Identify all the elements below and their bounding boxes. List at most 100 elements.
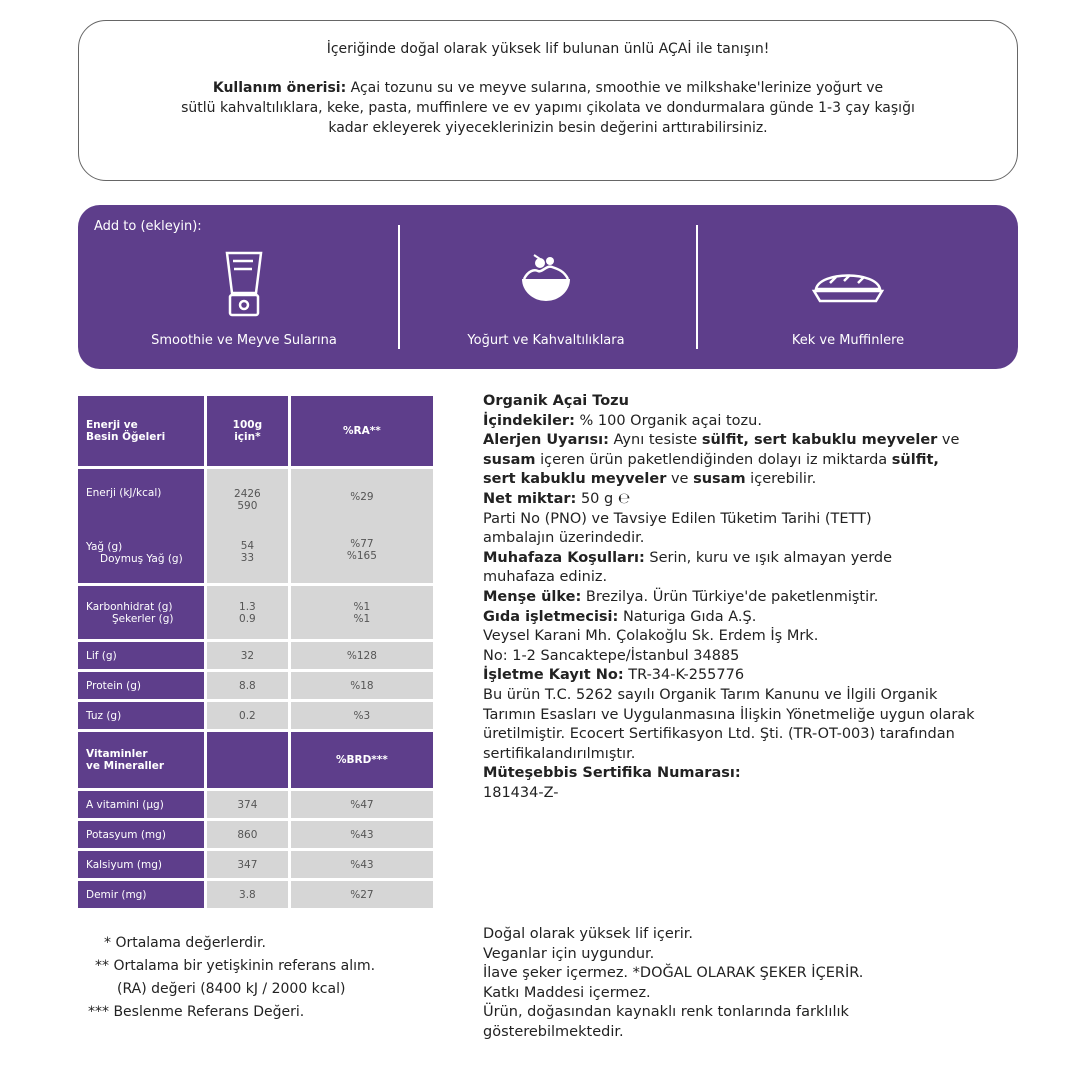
row-ra: %47 <box>290 791 433 818</box>
divider <box>398 225 400 349</box>
info-label: sülfit, sert kabuklu meyveler <box>701 432 938 449</box>
info-label: susam <box>483 451 536 468</box>
add-to-band: Add to (ekleyin): Smoothie ve Meyve Sula… <box>78 205 1018 369</box>
product-claims: Doğal olarak yüksek lif içerir. Veganlar … <box>483 925 863 1043</box>
header-brd: %BRD*** <box>290 732 433 788</box>
row-ra: %43 <box>290 821 433 848</box>
table-row: Karbonhidrat (g) Şekerler (g) 1.3 0.9 %1 %1 <box>78 586 433 639</box>
table-row: Lif (g) 32 %128 <box>78 642 433 669</box>
info-line: No: 1-2 Sancaktepe/İstanbul 34885 <box>483 647 1043 667</box>
info-line: sert kabuklu meyveler ve susam içerebili… <box>483 470 1043 490</box>
row-value: 2426 <box>234 488 261 500</box>
info-text: Tarımın Esasları ve Uygulanmasına İlişki… <box>483 706 975 723</box>
nutrition-table: Enerji ve Besin Öğeleri 100g için* %RA** E… <box>75 393 436 911</box>
product-info: Organik Açai Tozu İçindekiler: % 100 Orga… <box>483 392 1043 803</box>
usage-label: Kullanım önerisi: <box>212 80 347 96</box>
use-label: Kek ve Muffinlere <box>791 333 905 348</box>
info-text: % 100 Organik açai tozu. <box>574 412 762 429</box>
row-ra: %128 <box>290 642 433 669</box>
info-line: Tarımın Esasları ve Uygulanmasına İlişki… <box>483 706 1043 726</box>
row-ra: %3 <box>290 702 433 729</box>
blender-icon <box>225 251 263 317</box>
info-line: Organik Açai Tozu <box>483 392 1043 412</box>
info-label: susam <box>693 471 746 488</box>
row-value: 347 <box>207 851 288 878</box>
table-row: Potasyum (mg) 860 %43 <box>78 821 433 848</box>
usage-line: sütlü kahvaltılıklara, keke, pasta, muff… <box>181 100 915 116</box>
usage-line: kadar ekleyerek yiyeceklerinizin besin d… <box>328 120 768 136</box>
info-label: Muhafaza Koşulları: <box>483 549 645 566</box>
row-label: Şekerler (g) <box>112 612 174 625</box>
row-ra: %18 <box>290 672 433 699</box>
row-value: 590 <box>237 500 258 512</box>
info-line: Veysel Karani Mh. Çolakoğlu Sk. Erdem İş… <box>483 627 1043 647</box>
use-yogurt: Yoğurt ve Kahvaltılıklara <box>396 225 696 348</box>
table-row: Tuz (g) 0.2 %3 <box>78 702 433 729</box>
pie-icon <box>811 274 885 303</box>
info-text: Brezilya. Ürün Türkiye'de paketlenmiştir… <box>581 588 879 605</box>
row-value: 8.8 <box>207 672 288 699</box>
info-text: 50 g ℮ <box>576 490 631 507</box>
row-ra: %77 <box>350 537 374 550</box>
row-ra: %43 <box>290 851 433 878</box>
row-value: 0.2 <box>207 702 288 729</box>
info-text: ve <box>937 432 960 449</box>
row-label: Enerji (kJ/kcal) <box>86 487 162 499</box>
header-nutrient: Enerji ve Besin Öğeleri <box>78 396 204 466</box>
info-text: ve <box>666 471 694 488</box>
info-label: İçindekiler: <box>483 412 575 429</box>
row-label: Kalsiyum (mg) <box>78 851 204 878</box>
use-label: Smoothie ve Meyve Sularına <box>151 333 337 348</box>
info-label: sülfit, <box>891 451 939 468</box>
row-value: 0.9 <box>239 612 256 625</box>
info-text: Parti No (PNO) ve Tavsiye Edilen Tüketim… <box>483 510 872 527</box>
claim-line: İlave şeker içermez. *DOĞAL OLARAK ŞEKER… <box>483 965 864 982</box>
use-smoothie: Smoothie ve Meyve Sularına <box>94 225 394 348</box>
row-value: 33 <box>240 552 255 564</box>
use-label: Yoğurt ve Kahvaltılıklara <box>467 333 625 348</box>
row-label: Tuz (g) <box>78 702 204 729</box>
info-label: Organik Açai Tozu <box>483 393 629 409</box>
row-value: 374 <box>207 791 288 818</box>
info-line: Parti No (PNO) ve Tavsiye Edilen Tüketim… <box>483 510 1043 530</box>
info-text: TR-34-K-255776 <box>623 667 745 684</box>
intro-headline: İçeriğinde doğal olarak yüksek lif bulun… <box>326 41 770 57</box>
info-line: İçindekiler: % 100 Organik açai tozu. <box>483 412 1043 432</box>
row-label: Lif (g) <box>78 642 204 669</box>
header-per100: 100g için* <box>207 396 288 466</box>
info-text: Bu ürün T.C. 5262 sayılı Organik Tarım K… <box>483 686 938 703</box>
info-label: Alerjen Uyarısı: <box>483 432 609 449</box>
row-label: Yağ (g) <box>86 541 123 553</box>
info-line: Gıda işletmecisi: Naturiga Gıda A.Ş. <box>483 608 1043 628</box>
row-ra: %1 <box>353 612 371 625</box>
info-label: Net miktar: <box>483 490 577 507</box>
footnote: *** Beslenme Referans Değeri. <box>88 1004 305 1020</box>
info-text: üretilmiştir. Ecocert Sertifikasyon Ltd.… <box>483 726 955 743</box>
row-label: A vitamini (µg) <box>78 791 204 818</box>
row-ra: %165 <box>346 549 377 562</box>
info-line: İşletme Kayıt No: TR-34-K-255776 <box>483 666 1043 686</box>
info-text: muhafaza ediniz. <box>483 569 608 586</box>
row-ra: %29 <box>350 490 374 503</box>
footnote: ** Ortalama bir yetişkinin referans alım… <box>95 958 376 974</box>
claim-line: Katkı Maddesi içermez. <box>483 984 651 1001</box>
info-label: Müteşebbis Sertifika Numarası: <box>483 765 741 782</box>
info-text: Veysel Karani Mh. Çolakoğlu Sk. Erdem İş… <box>483 628 819 645</box>
info-text: No: 1-2 Sancaktepe/İstanbul 34885 <box>483 647 740 664</box>
usage-line: Açai tozunu su ve meyve sularına, smooth… <box>346 80 884 96</box>
info-text: Naturiga Gıda A.Ş. <box>618 608 757 625</box>
header-ra: %RA** <box>290 396 433 466</box>
usage-text: Kullanım önerisi: Açai tozunu su ve meyv… <box>79 78 1017 138</box>
info-text: içeren ürün paketlendiğinden dolayı iz m… <box>535 451 892 468</box>
info-label: İşletme Kayıt No: <box>483 667 624 684</box>
table-row: A vitamini (µg) 374 %47 <box>78 791 433 818</box>
info-line: Müteşebbis Sertifika Numarası: <box>483 764 1043 784</box>
footnote: (RA) değeri (8400 kJ / 2000 kcal) <box>117 981 346 997</box>
row-value: 32 <box>207 642 288 669</box>
row-label: Potasyum (mg) <box>78 821 204 848</box>
info-line: Menşe ülke: Brezilya. Ürün Türkiye'de pa… <box>483 588 1043 608</box>
row-value: 54 <box>240 540 255 552</box>
info-label: Menşe ülke: <box>483 588 582 605</box>
row-ra: %27 <box>290 881 433 908</box>
claim-line: Veganlar için uygundur. <box>483 945 655 962</box>
